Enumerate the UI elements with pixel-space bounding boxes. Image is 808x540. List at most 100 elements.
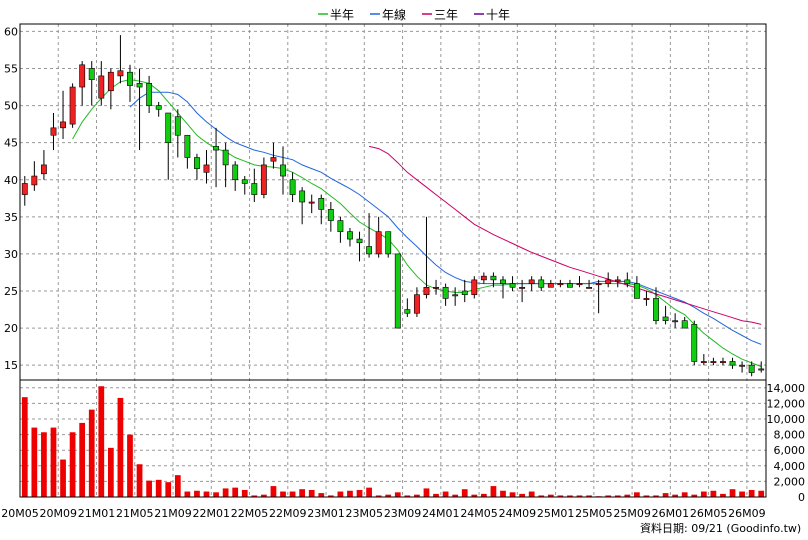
volume-grid xyxy=(20,387,766,482)
volume-bar xyxy=(251,495,258,497)
volume-bar xyxy=(127,434,133,497)
volume-bar xyxy=(634,492,640,497)
candle-body xyxy=(347,231,353,240)
candle-body xyxy=(280,164,286,177)
candle-body xyxy=(461,290,468,296)
volume-bar xyxy=(720,493,726,497)
volume-bar xyxy=(700,491,707,497)
volume-bar xyxy=(672,494,679,497)
candle-body xyxy=(433,286,439,289)
price-tick-label: 30 xyxy=(4,248,18,261)
volume-bar xyxy=(739,491,745,497)
volume-bar xyxy=(471,494,478,497)
x-axis-ticks: 20M05 20M09 21M01 21M05 21M09 22M01 22M05 22M09… xyxy=(1,507,765,520)
candle-body xyxy=(557,283,564,286)
volume-bar xyxy=(136,464,143,497)
x-tick-label: 21M01 xyxy=(78,507,116,520)
volume-bar xyxy=(98,386,105,497)
candle-body xyxy=(50,127,57,136)
x-tick-label: 24M01 xyxy=(422,507,460,520)
volume-tick-label: 8,000 xyxy=(774,429,806,442)
candle-body xyxy=(633,283,640,299)
volume-bar xyxy=(213,492,219,497)
legend-label: 半年 xyxy=(330,8,354,22)
candle-body xyxy=(289,179,296,195)
volume-bar xyxy=(289,491,296,497)
volume-bar xyxy=(241,489,248,497)
candle-body xyxy=(260,164,267,195)
volume-tick-label: 10,000 xyxy=(767,413,806,426)
x-tick-label: 25M01 xyxy=(537,507,575,520)
volume-bar xyxy=(605,495,612,497)
candle-body xyxy=(624,279,631,284)
volume-bar xyxy=(347,490,353,497)
volume-bar xyxy=(385,494,392,497)
candle-body xyxy=(442,286,449,299)
volume-bar xyxy=(356,489,363,497)
volume-bar xyxy=(509,492,516,497)
volume-bar xyxy=(404,495,411,497)
volume-bar xyxy=(308,489,315,497)
candle-body xyxy=(117,70,124,77)
volume-bar xyxy=(60,459,66,497)
candle-body xyxy=(758,368,765,371)
volume-bar xyxy=(576,495,583,497)
candle-body xyxy=(21,183,28,195)
candle-body xyxy=(127,71,133,86)
volume-bar xyxy=(662,493,669,497)
candle-body xyxy=(194,157,200,169)
ma-half-year-line xyxy=(72,79,762,368)
candle-body xyxy=(586,286,592,289)
candle-body xyxy=(69,86,76,125)
volume-bar xyxy=(117,397,124,497)
volume-bar xyxy=(528,491,535,497)
candle-body xyxy=(213,146,219,151)
volume-plot-border xyxy=(19,379,767,498)
price-tick-label: 15 xyxy=(4,359,18,372)
x-tick-label: 23M09 xyxy=(384,507,422,520)
candle-body xyxy=(88,68,95,80)
x-tick-label: 22M05 xyxy=(231,507,269,520)
candle-body xyxy=(203,164,210,173)
candle-body xyxy=(490,275,497,281)
price-axis-ticks: 15 20 25 30 35 40 45 50 55 60 xyxy=(4,25,18,372)
volume-tick-label: 12,000 xyxy=(767,397,806,410)
volume-bar xyxy=(519,493,525,497)
volume-bar xyxy=(31,427,38,497)
x-tick-label: 21M05 xyxy=(116,507,154,520)
legend-label: 三年 xyxy=(434,8,458,22)
candle-body xyxy=(423,286,430,296)
candle-body xyxy=(509,283,516,288)
volume-bar xyxy=(270,486,277,497)
x-tick-label: 21M09 xyxy=(154,507,192,520)
candle-body xyxy=(567,283,573,288)
candle-body xyxy=(729,361,736,366)
candle-body xyxy=(681,320,688,329)
legend-label: 十年 xyxy=(486,8,510,22)
volume-bar xyxy=(41,432,47,497)
candle-body xyxy=(318,197,325,210)
price-tick-label: 25 xyxy=(4,285,18,298)
volume-tick-label: 6,000 xyxy=(774,444,806,457)
volume-axis-ticks: 0 2,000 4,000 6,000 8,000 10,000 12,000 14,000 xyxy=(767,382,806,504)
candle-body xyxy=(519,286,526,289)
volume-bar xyxy=(232,487,239,497)
volume-bar xyxy=(490,486,497,497)
volume-bar xyxy=(88,409,95,497)
candle-body xyxy=(327,209,334,221)
candle-body xyxy=(471,279,478,296)
volume-tick-label: 0 xyxy=(798,491,805,504)
candle-body xyxy=(662,316,669,321)
volume-bar xyxy=(194,490,200,497)
volume-bar xyxy=(174,475,181,497)
candle-body xyxy=(375,231,382,255)
volume-bar xyxy=(327,495,334,497)
x-tick-label: 24M05 xyxy=(460,507,498,520)
candle-body xyxy=(251,183,258,195)
candle-body xyxy=(385,231,392,255)
volume-bar xyxy=(184,491,191,497)
candle-body xyxy=(528,279,535,284)
volume-bar xyxy=(394,492,401,497)
volume-bar xyxy=(614,495,621,497)
candle-body xyxy=(155,105,162,110)
